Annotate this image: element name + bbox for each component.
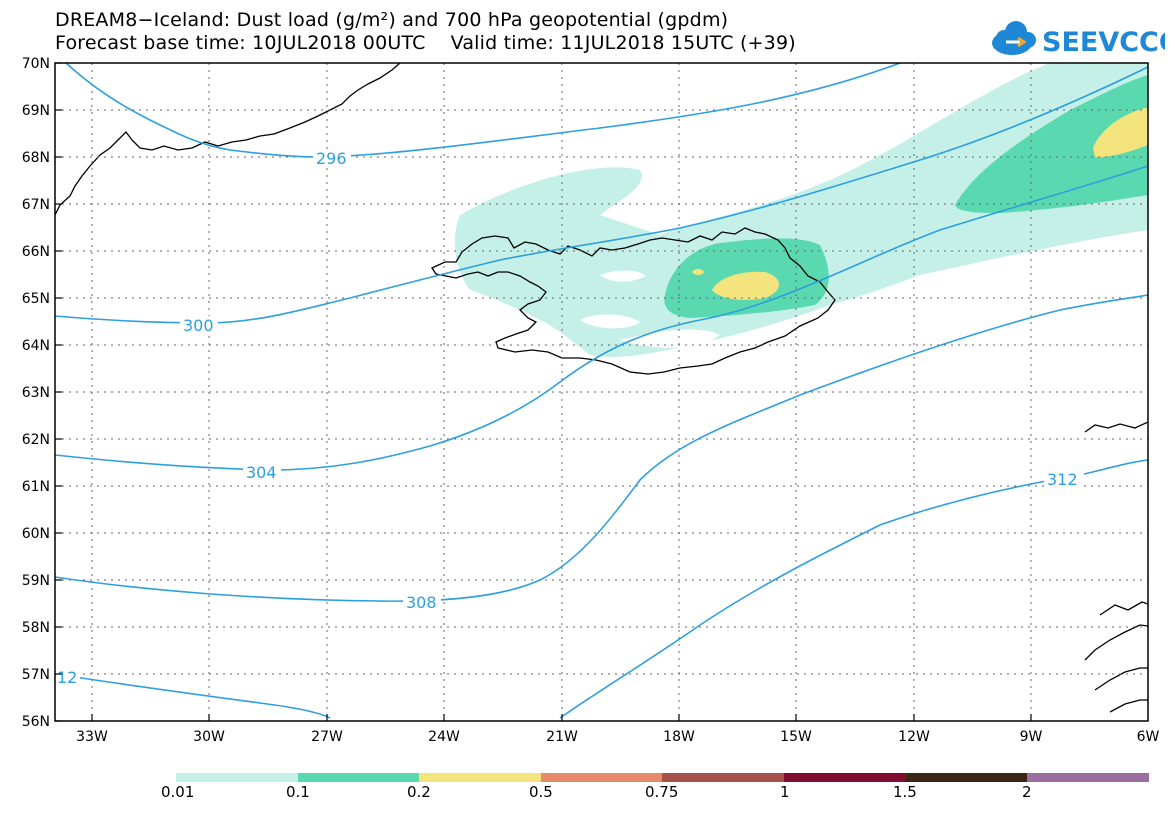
contour-label-296: 296 (316, 149, 347, 168)
colorbar (176, 773, 1149, 782)
lon-label: 33W (76, 729, 108, 745)
scotland-coastline (1084, 421, 1148, 433)
colorbar-segment (784, 773, 906, 782)
lon-label: 21W (546, 729, 578, 745)
colorbar-segment (419, 773, 541, 782)
colorbar-segment (541, 773, 662, 782)
lon-label: 9W (1020, 729, 1043, 745)
lat-label: 58N (22, 620, 50, 636)
lat-label: 61N (22, 479, 50, 495)
map-title-line1: DREAM8−Iceland: Dust load (g/m²) and 700… (55, 9, 729, 31)
lat-label: 63N (22, 385, 50, 401)
lat-label: 68N (22, 150, 50, 166)
coastlines (55, 63, 1148, 713)
lat-label: 62N (22, 432, 50, 448)
lon-label: 30W (193, 729, 225, 745)
logo-text: SEEVCCC (1042, 27, 1165, 58)
axis-ticks (55, 62, 1032, 722)
lat-label: 57N (22, 667, 50, 683)
contour-label-312: 312 (1047, 470, 1078, 489)
lat-label: 70N (22, 56, 50, 72)
iceland-coastline (431, 227, 836, 375)
colorbar-segment (1027, 773, 1149, 782)
colorbar-tick: 1 (780, 783, 790, 801)
lat-label: 64N (22, 338, 50, 354)
lon-label: 12W (898, 729, 930, 745)
colorbar-segment (298, 773, 419, 782)
contour-label-308: 308 (406, 593, 437, 612)
colorbar-segment (906, 773, 1027, 782)
colorbar-tick: 0.75 (645, 783, 679, 801)
lat-label: 69N (22, 103, 50, 119)
contour-labels: 296 300 304 308 312 12 (56, 149, 1084, 687)
lat-label: 56N (22, 714, 50, 730)
colorbar-tick: 0.2 (407, 783, 431, 801)
colorbar-tick: 0.5 (529, 783, 553, 801)
dust-shade-0.2 (712, 271, 779, 300)
colorbar-tick: 2 (1022, 783, 1032, 801)
lon-label: 15W (780, 729, 812, 745)
colorbar-tick: 1.5 (893, 783, 917, 801)
lat-label: 67N (22, 197, 50, 213)
lat-label: 59N (22, 573, 50, 589)
colorbar-tick: 0.01 (161, 783, 195, 801)
lon-label: 24W (428, 729, 460, 745)
contour-label-300: 300 (183, 316, 214, 335)
longitude-labels: 33W 30W 27W 24W 21W 18W 15W 12W 9W 6W (76, 729, 1159, 745)
lat-label: 66N (22, 244, 50, 260)
map-title-line2: Forecast base time: 10JUL2018 00UTC Vali… (55, 32, 796, 54)
lat-label: 65N (22, 291, 50, 307)
seevccc-logo: SEEVCCC (992, 21, 1165, 58)
cloud-icon (992, 21, 1036, 55)
colorbar-tick: 0.1 (286, 783, 310, 801)
gridlines (55, 63, 1148, 721)
colorbar-segment (662, 773, 784, 782)
dust-fields (454, 63, 1148, 357)
lon-label: 6W (1137, 729, 1160, 745)
colorbar-segment (176, 773, 298, 782)
dust-shade-0.01 (454, 63, 1148, 357)
latitude-labels: 70N 69N 68N 67N 66N 65N 64N 63N 62N 61N … (22, 56, 50, 730)
contour-label-304: 304 (246, 463, 277, 482)
greenland-coastline (55, 63, 401, 216)
lon-label: 27W (311, 729, 343, 745)
lon-label: 18W (663, 729, 695, 745)
contour-label-312-partial: 12 (57, 668, 77, 687)
lat-label: 60N (22, 526, 50, 542)
